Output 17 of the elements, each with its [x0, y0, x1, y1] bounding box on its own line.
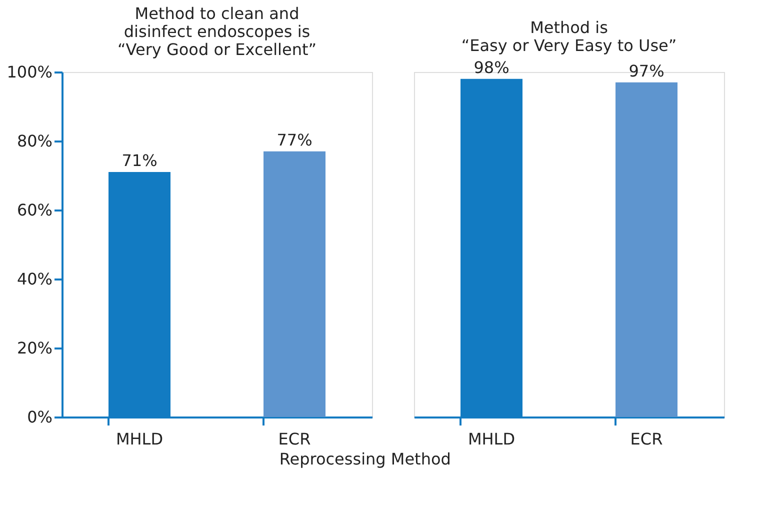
x-axis-title: Reprocessing Method [279, 450, 451, 468]
data-label: 97% [628, 61, 664, 80]
x-tick-label: MHLD [468, 430, 516, 448]
y-tick-label: 100% [6, 62, 52, 82]
chart-title: Method is “Easy or Very Easy to Use” [461, 18, 677, 55]
data-label: 71% [122, 151, 158, 170]
y-tick-label: 20% [16, 338, 52, 358]
data-label: 98% [474, 58, 510, 77]
y-tick-label: 40% [16, 270, 52, 288]
y-tick-label: 80% [16, 132, 52, 150]
data-label: 77% [276, 130, 312, 150]
y-tick-label: 0% [27, 408, 52, 426]
x-tick-label: ECR [278, 430, 311, 448]
chart-title: Method to clean and disinfect endoscopes is “Very Good or Excellent” [117, 4, 317, 59]
x-tick-label: MHLD [116, 430, 164, 448]
x-tick-label: ECR [630, 430, 663, 448]
y-tick-label: 60% [16, 200, 52, 220]
